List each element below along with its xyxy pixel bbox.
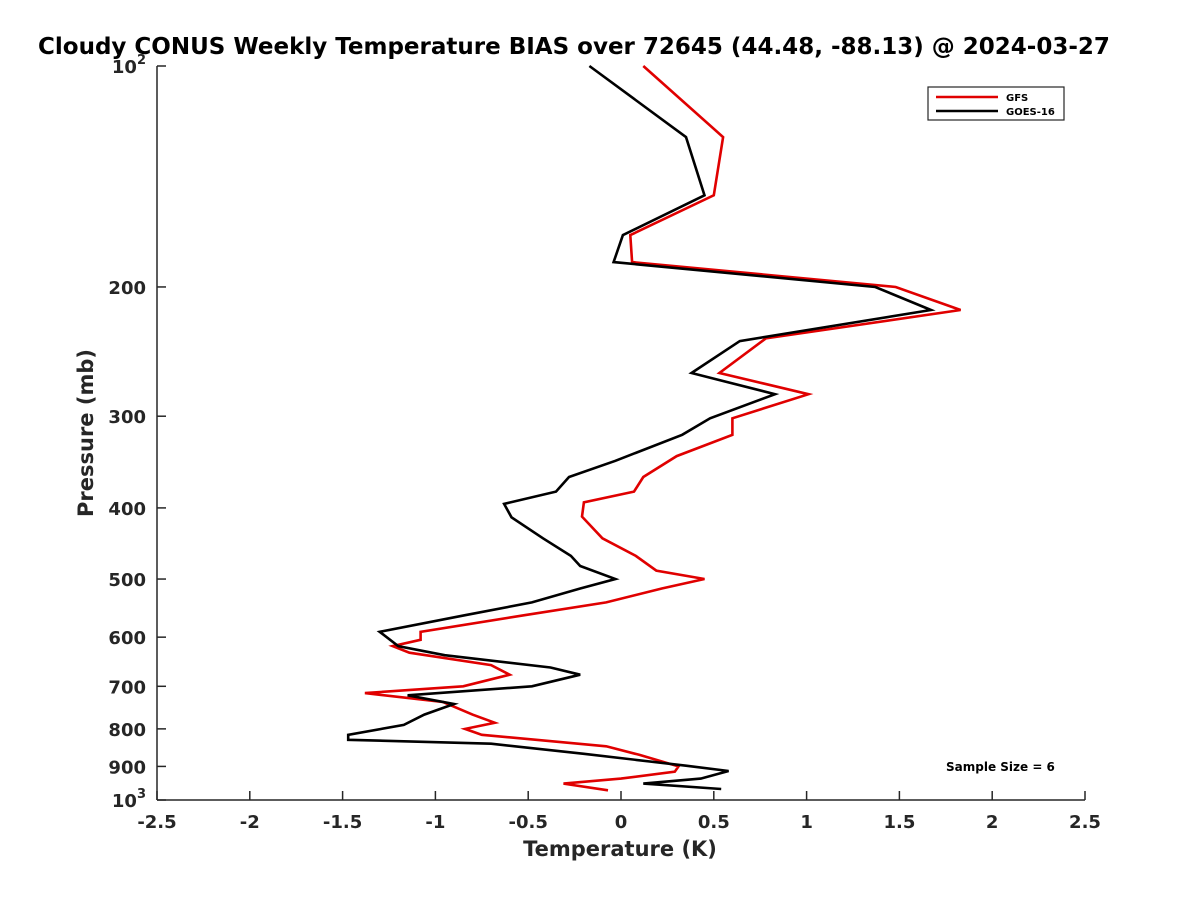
x-tick-label: 1.5 — [883, 812, 915, 833]
y-tick-label: 600 — [108, 628, 146, 649]
y-axis-label: Pressure (mb) — [74, 349, 98, 517]
legend-box — [927, 86, 1065, 121]
y-tick-label: 800 — [108, 720, 146, 741]
y-ticks: 102 200 300 400 500 600 700 800 900 103 — [108, 53, 166, 812]
x-tick-label: 0.5 — [698, 812, 730, 833]
y-tick-label: 103 — [112, 787, 146, 812]
x-tick-label: 0 — [615, 812, 628, 833]
y-tick-label: 200 — [108, 278, 146, 299]
y-tick-label: 400 — [108, 499, 146, 520]
series-layer — [346, 64, 962, 792]
x-ticks: -2.5 -2 -1.5 -1 -0.5 0 0.5 1 1.5 2 2.5 — [137, 791, 1101, 833]
y-tick-label: 900 — [108, 757, 146, 778]
plot-area — [156, 66, 1085, 801]
legend-label-gfs: GFS — [1006, 93, 1028, 104]
x-tick-label: -2.5 — [137, 812, 176, 833]
legend-label-goes16: GOES-16 — [1006, 107, 1055, 118]
x-tick-label: 1 — [800, 812, 813, 833]
y-tick-label: 500 — [108, 570, 146, 591]
chart-title: Cloudy CONUS Weekly Temperature BIAS ove… — [38, 34, 1110, 60]
x-tick-label: -2 — [240, 812, 260, 833]
x-tick-label: -1 — [425, 812, 445, 833]
y-tick-label: 700 — [108, 677, 146, 698]
legend: GFS GOES-16 — [927, 86, 1065, 121]
y-tick-label: 102 — [112, 53, 146, 78]
x-tick-label: -1.5 — [323, 812, 362, 833]
series-line-gfs — [364, 65, 962, 792]
x-axis-label: Temperature (K) — [523, 837, 717, 861]
x-tick-label: 2 — [986, 812, 999, 833]
sample-size-annotation: Sample Size = 6 — [946, 760, 1055, 774]
x-tick-label: -0.5 — [509, 812, 548, 833]
y-tick-label: 300 — [108, 407, 146, 428]
x-tick-label: 2.5 — [1069, 812, 1101, 833]
series-line-goes16 — [346, 64, 936, 791]
